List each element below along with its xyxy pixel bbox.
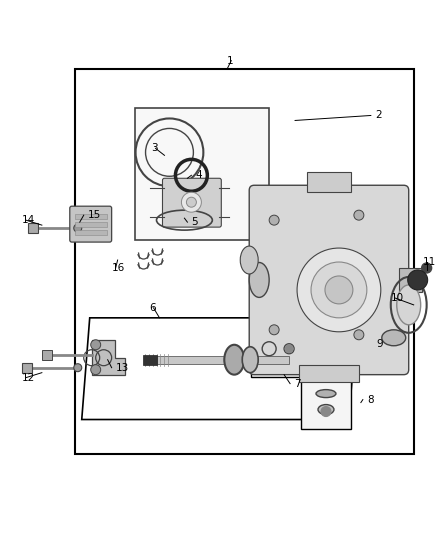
Text: 10: 10 bbox=[391, 293, 404, 303]
Circle shape bbox=[354, 330, 364, 340]
Text: 15: 15 bbox=[88, 210, 101, 220]
Text: 13: 13 bbox=[116, 362, 129, 373]
Text: 9: 9 bbox=[377, 339, 383, 349]
Bar bbox=[134, 109, 269, 240]
Text: 4: 4 bbox=[195, 170, 202, 180]
Bar bbox=[301, 379, 351, 430]
Circle shape bbox=[422, 263, 431, 273]
Text: 1: 1 bbox=[227, 55, 234, 66]
Bar bbox=[75, 214, 107, 219]
Text: 3: 3 bbox=[152, 143, 158, 154]
Circle shape bbox=[325, 276, 353, 304]
Bar bbox=[145, 356, 289, 364]
Circle shape bbox=[181, 192, 201, 212]
Text: 7: 7 bbox=[294, 378, 301, 389]
Ellipse shape bbox=[318, 405, 334, 415]
Text: 5: 5 bbox=[191, 217, 198, 227]
Polygon shape bbox=[82, 318, 357, 419]
Circle shape bbox=[91, 365, 101, 375]
Bar bbox=[22, 362, 32, 373]
Text: 14: 14 bbox=[22, 215, 35, 225]
Text: 2: 2 bbox=[375, 110, 381, 120]
Circle shape bbox=[74, 364, 82, 372]
Circle shape bbox=[321, 407, 331, 416]
Bar bbox=[28, 223, 38, 233]
Ellipse shape bbox=[249, 263, 269, 297]
Ellipse shape bbox=[242, 347, 258, 373]
Ellipse shape bbox=[240, 246, 258, 274]
Text: 6: 6 bbox=[149, 303, 156, 313]
Circle shape bbox=[74, 224, 82, 232]
Text: 11: 11 bbox=[423, 257, 436, 267]
Circle shape bbox=[187, 197, 196, 207]
Text: 8: 8 bbox=[367, 394, 374, 405]
Bar bbox=[399, 268, 422, 292]
Circle shape bbox=[311, 262, 367, 318]
FancyBboxPatch shape bbox=[162, 178, 221, 227]
Bar bbox=[42, 350, 52, 360]
Circle shape bbox=[354, 210, 364, 220]
Text: 16: 16 bbox=[112, 263, 125, 273]
Polygon shape bbox=[92, 340, 124, 375]
Circle shape bbox=[269, 215, 279, 225]
Circle shape bbox=[297, 248, 381, 332]
Bar bbox=[75, 230, 107, 235]
Ellipse shape bbox=[316, 390, 336, 398]
Bar bbox=[299, 365, 359, 382]
Bar bbox=[142, 355, 156, 365]
Bar bbox=[307, 172, 351, 192]
Ellipse shape bbox=[397, 285, 420, 325]
Bar bbox=[251, 322, 306, 377]
Ellipse shape bbox=[224, 345, 244, 375]
FancyBboxPatch shape bbox=[249, 185, 409, 375]
Circle shape bbox=[408, 270, 427, 290]
Ellipse shape bbox=[382, 330, 406, 346]
Bar bbox=[75, 69, 414, 455]
Circle shape bbox=[91, 340, 101, 350]
FancyBboxPatch shape bbox=[70, 206, 112, 242]
Circle shape bbox=[269, 325, 279, 335]
Text: 12: 12 bbox=[22, 373, 35, 383]
Bar bbox=[75, 222, 107, 227]
Circle shape bbox=[285, 345, 293, 353]
